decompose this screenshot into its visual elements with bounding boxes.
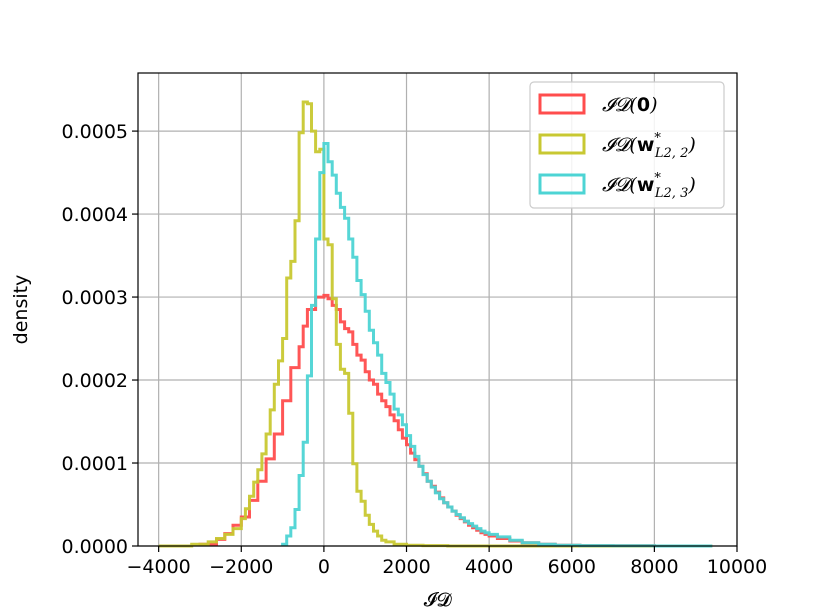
- legend-label: 𝓘𝓓(w* L2, 3): [602, 171, 696, 201]
- legend-label: 𝓘𝓓(w* L2, 2): [602, 131, 696, 161]
- legend-swatch: [538, 93, 586, 115]
- x-tick-label: 0: [318, 556, 330, 578]
- legend-swatch: [538, 133, 586, 155]
- x-axis-ticks: −4000 −2000 0 2000 4000 6000 8000 10000: [127, 546, 767, 578]
- y-tick-label: 0.0003: [62, 287, 128, 309]
- x-tick-label: −2000: [209, 556, 273, 578]
- legend-label: 𝓘𝓓(0): [602, 94, 658, 116]
- y-tick-label: 0.0001: [62, 453, 128, 475]
- y-axis-ticks: 0.0000 0.0001 0.0002 0.0003 0.0004 0.0005: [62, 121, 138, 558]
- series-layer: [158, 100, 713, 548]
- legend-swatch: [538, 173, 586, 195]
- y-tick-label: 0.0000: [62, 536, 128, 558]
- legend: 𝓘𝓓(0) 𝓘𝓓(w* L2, 2) 𝓘𝓓(w* L2, 3): [529, 81, 725, 209]
- x-tick-label: 8000: [630, 556, 678, 578]
- y-tick-label: 0.0005: [62, 121, 128, 143]
- x-tick-label: 10000: [707, 556, 767, 578]
- x-axis-label: 𝓘𝓓: [424, 589, 453, 611]
- y-tick-label: 0.0002: [62, 370, 128, 392]
- y-axis-label: density: [10, 275, 32, 345]
- x-tick-label: 2000: [382, 556, 430, 578]
- plot-frame: [137, 72, 738, 547]
- x-tick-label: 6000: [548, 556, 596, 578]
- y-tick-label: 0.0004: [62, 204, 128, 226]
- series-3-histogram: [281, 142, 713, 548]
- x-tick-label: −4000: [127, 556, 191, 578]
- series-2-histogram: [158, 100, 713, 548]
- x-tick-label: 4000: [465, 556, 513, 578]
